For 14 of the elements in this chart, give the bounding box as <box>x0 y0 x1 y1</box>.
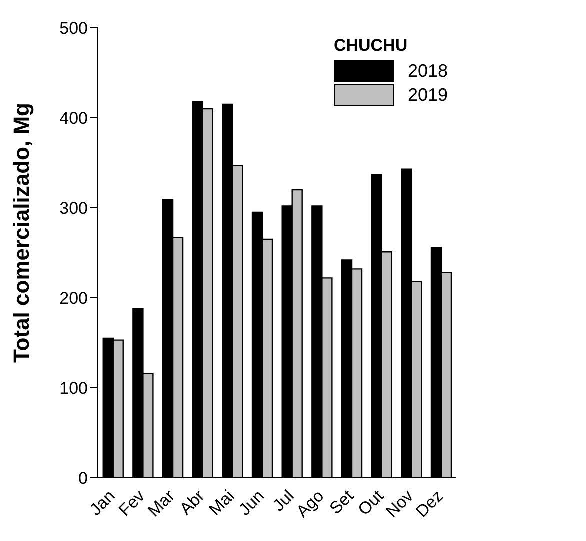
legend-label: 2019 <box>408 84 448 106</box>
x-tick-label: Set <box>326 486 358 518</box>
x-tick-label: Mar <box>144 486 179 521</box>
y-tick-label: 0 <box>78 469 88 488</box>
y-tick-label: 100 <box>60 379 88 398</box>
legend-title: CHUCHU <box>334 36 409 56</box>
y-tick-label: 500 <box>60 19 88 38</box>
legend-label: 2018 <box>408 60 448 82</box>
x-tick-label: Dez <box>412 486 448 522</box>
y-axis-title: Total comercializado, Mg <box>8 103 34 363</box>
y-tick-label: 400 <box>60 109 88 128</box>
y-tick-label: 300 <box>60 199 88 218</box>
y-tick-label: 200 <box>60 289 88 308</box>
x-tick-label: Jan <box>86 486 119 520</box>
